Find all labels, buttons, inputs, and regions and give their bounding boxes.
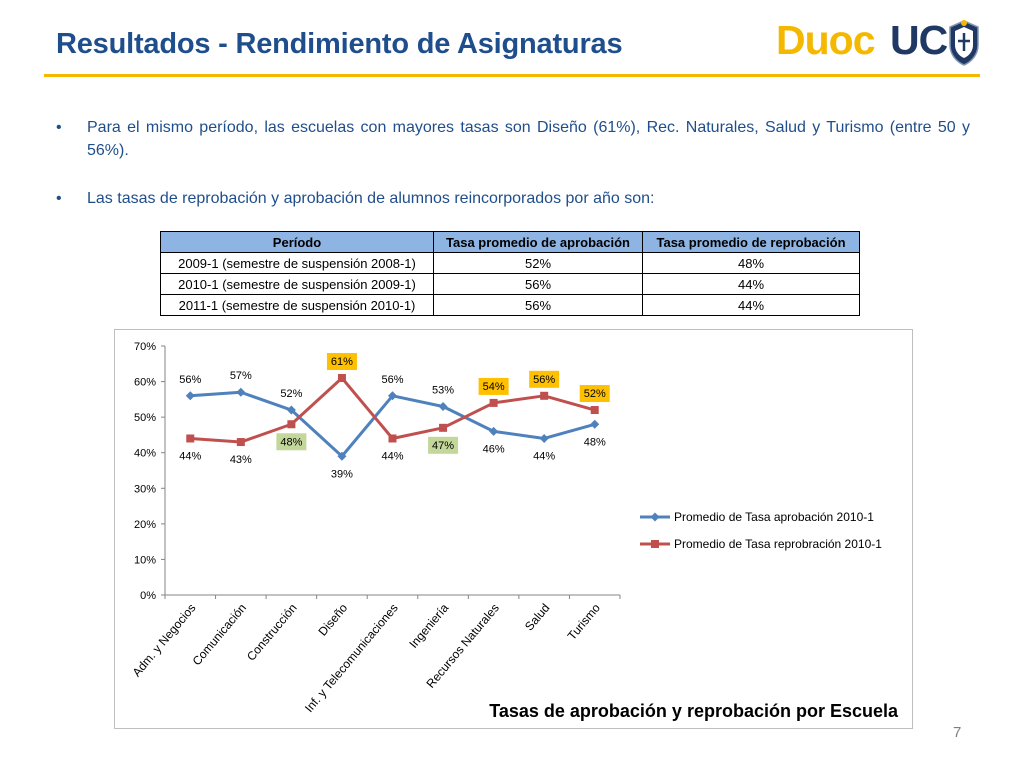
data-label: 48% [584,436,606,448]
data-point [388,434,397,443]
y-tick-label: 70% [134,341,156,353]
table-cell: 44% [642,273,860,295]
x-tick-label: Ingeniería [406,601,451,651]
table-cell: 52% [433,252,643,274]
table-cell: 48% [642,252,860,274]
chart-container: 0% 10% 20% 30% 40% 50% 60% 70% Adm. y Negocios Co… [114,329,913,729]
data-point [185,391,195,401]
data-label: 53% [432,384,454,396]
table-header-cell: Tasa promedio de reprobación [642,231,860,253]
table-cell: 56% [433,294,643,316]
data-label: 56% [381,374,403,386]
data-point [489,426,499,436]
legend-label: Promedio de Tasa reprobración 2010-1 [674,537,882,551]
table-row: 2011-1 (semestre de suspensión 2010-1) 5… [160,294,860,316]
data-point [236,387,246,397]
data-point [489,398,498,407]
data-label: 56% [533,374,555,386]
y-tick-label: 40% [134,448,156,460]
x-tick-label: Diseño [316,601,351,639]
data-point [590,406,599,415]
legend-label: Promedio de Tasa aprobación 2010-1 [674,510,874,524]
table-header-row: Período Tasa promedio de aprobación Tasa… [160,231,860,253]
data-label: 44% [533,450,555,462]
data-label: 44% [381,450,403,462]
y-tick-label: 10% [134,554,156,566]
table-row: 2010-1 (semestre de suspensión 2009-1) 5… [160,273,860,295]
logo-text-duoc: Duoc [776,17,875,63]
table-header-cell: Período [160,231,434,253]
logo-text-uc: UC [890,17,948,63]
data-label: 57% [230,370,252,382]
data-point [186,434,195,443]
data-point [337,374,346,383]
data-point [286,405,296,415]
data-point [539,433,549,443]
y-tick-label: 30% [134,483,156,495]
bullet-item: • Las tasas de reprobación y aprobación … [56,187,970,210]
data-point [438,401,448,411]
legend-marker [650,512,660,522]
data-label-highlight [276,433,307,451]
data-point [439,423,448,432]
slide-title: Resultados - Rendimiento de Asignaturas [56,28,623,60]
line-chart: 0%10%20%30%40%50%60%70%Adm. y NegociosCo… [130,341,883,715]
data-label: 52% [584,388,606,400]
table-cell: 2010-1 (semestre de suspensión 2009-1) [160,273,434,295]
x-tick-label: Construcción [244,601,300,664]
x-tick-label: Salud [522,601,552,634]
data-label: 54% [483,381,505,393]
duocuc-logo: Duoc UC [776,17,986,71]
data-label: 43% [230,454,252,466]
table-cell: 2009-1 (semestre de suspensión 2008-1) [160,252,434,274]
data-point [388,391,397,401]
data-label: 48% [280,436,302,448]
data-label: 61% [331,356,353,368]
data-point [590,419,600,429]
x-tick-label: Turismo [565,601,604,643]
x-tick-label: Adm. y Negocios [130,601,199,679]
rates-table: Período Tasa promedio de aprobación Tasa… [160,231,860,316]
data-label-highlight [478,377,509,395]
bullet-marker: • [56,119,62,136]
bullet-list: • Para el mismo período, las escuelas co… [56,116,970,210]
page-number: 7 [953,724,962,741]
data-point [337,451,347,461]
x-tick-label: Comunicación [190,601,250,668]
table-cell: 2011-1 (semestre de suspensión 2010-1) [160,294,434,316]
data-label-highlight [529,370,560,388]
bullet-item: • Para el mismo período, las escuelas co… [56,116,970,162]
table-header-cell: Tasa promedio de aprobación [433,231,643,253]
data-label-highlight [579,385,610,403]
data-point [287,420,296,429]
bullet-text: Para el mismo período, las escuelas con … [87,119,970,159]
x-tick-label: Inf. y Telecomunicaciones [302,601,401,715]
data-label: 56% [179,374,201,386]
y-tick-label: 20% [134,519,156,531]
data-label: 39% [331,468,353,480]
table-row: 2009-1 (semestre de suspensión 2008-1) 5… [160,252,860,274]
legend-marker [651,540,659,548]
table-cell: 44% [642,294,860,316]
data-label-highlight [326,353,357,371]
y-tick-label: 60% [134,377,156,389]
data-point [236,438,245,447]
series-line [190,390,596,458]
data-label-highlight [428,436,459,454]
chart-title: Tasas de aprobación y reprobación por Es… [489,701,898,721]
table-cell: 56% [433,273,643,295]
y-tick-label: 0% [140,590,156,602]
title-underline [44,74,980,77]
university-seal-icon [949,20,979,66]
data-label: 47% [432,440,454,452]
data-point [540,391,549,400]
bullet-text: Las tasas de reprobación y aprobación de… [87,190,655,207]
data-label: 46% [483,443,505,455]
bullet-marker: • [56,190,62,207]
data-label: 44% [179,450,201,462]
data-label: 52% [280,388,302,400]
y-tick-label: 50% [134,412,156,424]
